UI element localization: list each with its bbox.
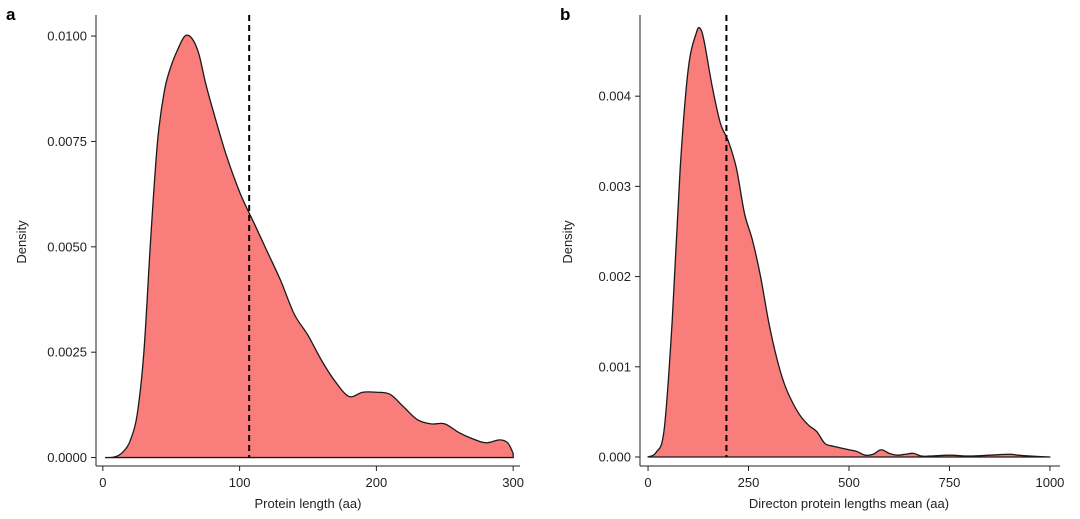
panel-b-y-tick-label: 0.004 (598, 89, 631, 104)
panel-a-y-tick-label: 0.0075 (47, 134, 87, 149)
panel-b-y-axis-title: Density (560, 220, 575, 264)
panel-b-y-tick-label: 0.001 (598, 359, 631, 374)
panel-a-label: a (6, 5, 16, 24)
panel-b-y-tick-label: 0.000 (598, 449, 631, 464)
panel-b-x-tick-label: 250 (738, 475, 760, 490)
panel-b-label: b (560, 5, 570, 24)
panel-a-x-tick-label: 0 (99, 475, 106, 490)
panel-a-y-tick-label: 0.0050 (47, 239, 87, 254)
panel-a-density-area (104, 34, 514, 459)
panel-a-y-tick-label: 0.0100 (47, 29, 87, 44)
panel-b: 0.000 0.001 0.002 0.003 0.004 0 250 500 750 1000 (598, 15, 1064, 490)
panel-a-x-tick-label: 200 (366, 475, 388, 490)
panel-a-x-axis-title: Protein length (aa) (255, 496, 362, 511)
panel-b-x-tick-label: 750 (939, 475, 961, 490)
panel-a-y-tick-label: 0.0000 (47, 450, 87, 465)
panel-a-x-tick-label: 300 (502, 475, 524, 490)
panel-a-y-axis-title: Density (14, 220, 29, 264)
panel-b-density-area (647, 26, 1051, 458)
panel-a-x-tick-label: 100 (229, 475, 251, 490)
panel-a-y-tick-label: 0.0025 (47, 345, 87, 360)
panel-b-x-axis-title: Directon protein lengths mean (aa) (749, 496, 949, 511)
panel-b-x-tick-label: 1000 (1035, 475, 1064, 490)
panel-b-x-tick-label: 500 (838, 475, 860, 490)
panel-a: 0.0000 0.0025 0.0050 0.0075 0.0100 0 100 200 300 (47, 15, 524, 490)
panel-b-y-tick-label: 0.003 (598, 179, 631, 194)
panel-b-y-tick-label: 0.002 (598, 269, 631, 284)
panel-b-x-tick-label: 0 (644, 475, 651, 490)
